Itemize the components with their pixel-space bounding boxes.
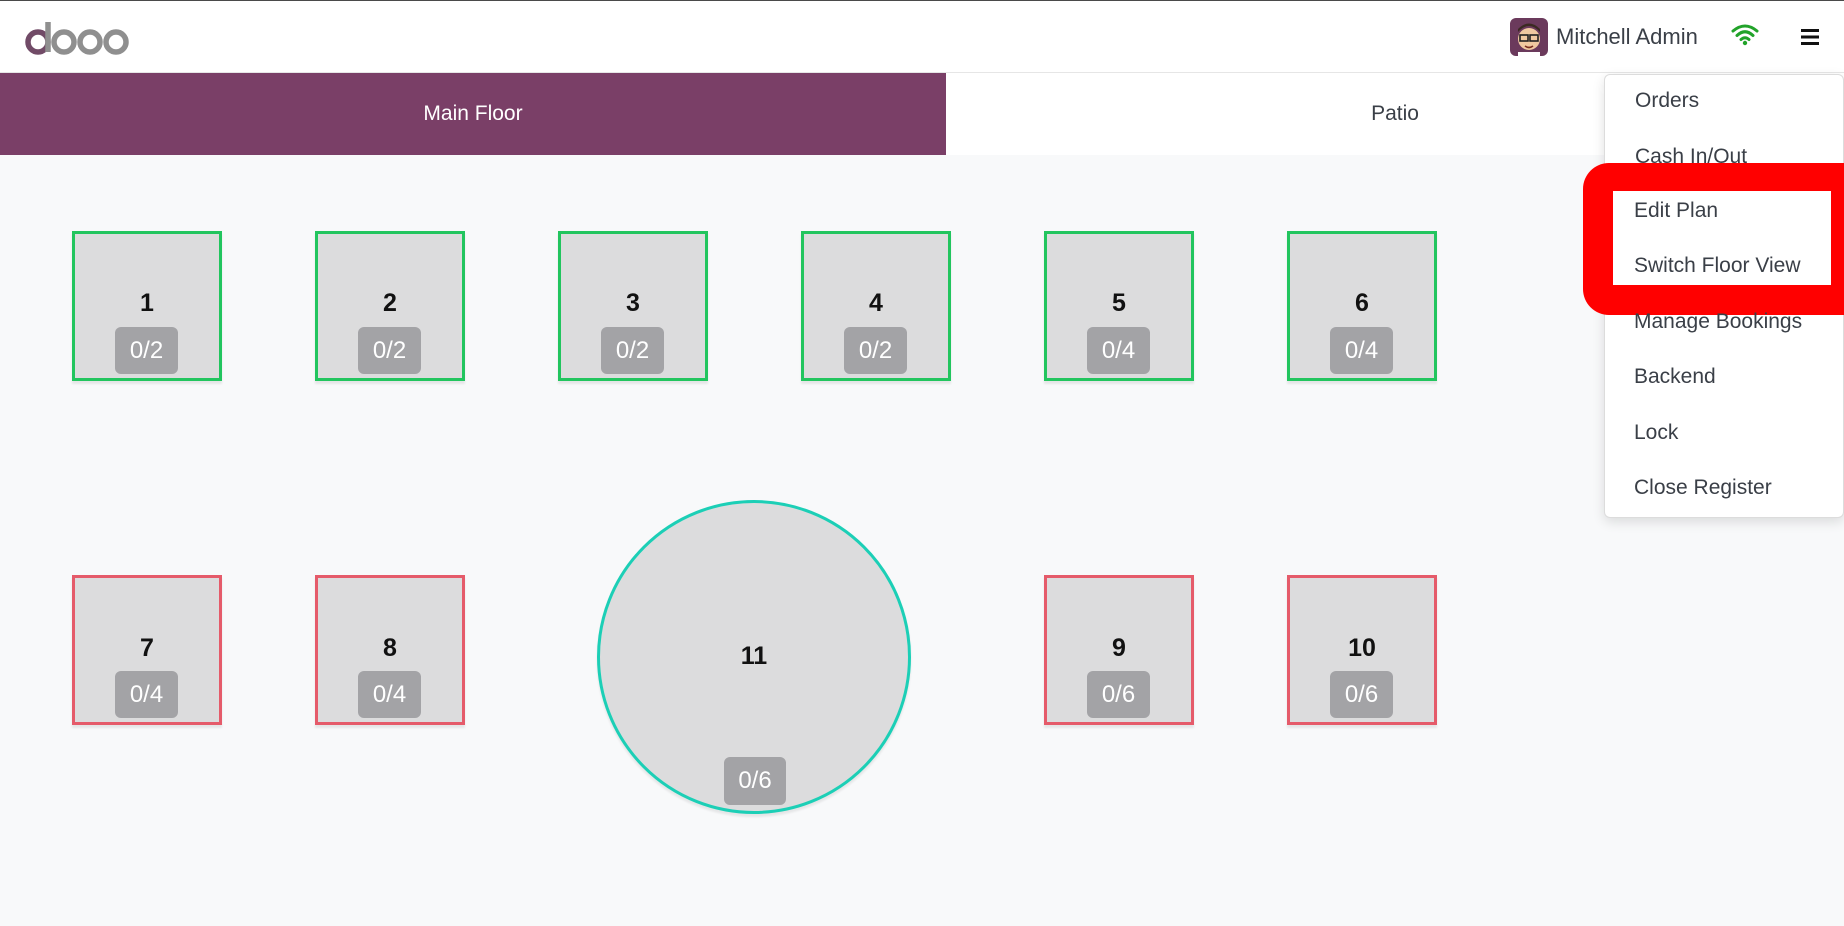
table-number: 5 bbox=[1112, 289, 1126, 317]
menu-item-close-register[interactable]: Close Register bbox=[1634, 476, 1772, 499]
table-number: 11 bbox=[740, 642, 768, 670]
menu-item-backend[interactable]: Backend bbox=[1634, 365, 1716, 388]
odoo-logo-icon bbox=[25, 22, 129, 55]
avatar bbox=[1510, 18, 1548, 56]
top-bar: Mitchell Admin bbox=[0, 0, 1844, 73]
table-number: 2 bbox=[383, 289, 397, 317]
highlight-inner bbox=[1613, 191, 1831, 285]
table-number: 3 bbox=[626, 289, 640, 317]
table-number: 1 bbox=[140, 289, 154, 317]
tab-main-floor[interactable]: Main Floor bbox=[0, 73, 946, 155]
user-avatar-icon bbox=[1510, 18, 1548, 56]
user-name: Mitchell Admin bbox=[1556, 24, 1698, 49]
table-number: 4 bbox=[869, 289, 883, 317]
table-3[interactable]: 3 0/2 bbox=[558, 231, 708, 381]
table-seats: 0/6 bbox=[724, 757, 786, 805]
menu-item-orders[interactable]: Orders bbox=[1635, 89, 1700, 112]
table-number: 10 bbox=[1348, 634, 1376, 662]
table-seats: 0/6 bbox=[1330, 671, 1393, 718]
table-6[interactable]: 6 0/4 bbox=[1287, 231, 1437, 381]
table-seats: 0/4 bbox=[1330, 327, 1393, 374]
table-10[interactable]: 10 0/6 bbox=[1287, 575, 1437, 725]
table-number: 7 bbox=[140, 634, 154, 662]
table-8[interactable]: 8 0/4 bbox=[315, 575, 465, 725]
menu-item-manage-bookings[interactable]: Manage Bookings bbox=[1634, 310, 1803, 333]
table-seats: 0/4 bbox=[358, 671, 421, 718]
user-profile[interactable]: Mitchell Admin bbox=[1510, 18, 1698, 56]
table-9[interactable]: 9 0/6 bbox=[1044, 575, 1194, 725]
table-11[interactable]: 11 0/6 bbox=[597, 500, 911, 814]
dropdown-overlay-items: Edit Plan Switch Floor View Manage Booki… bbox=[1604, 74, 1844, 518]
menu-item-switch-floor-view[interactable]: Switch Floor View bbox=[1634, 254, 1801, 277]
table-seats: 0/4 bbox=[1087, 327, 1150, 374]
menu-item-lock[interactable]: Lock bbox=[1634, 421, 1679, 444]
floor-plan: 1 0/2 2 0/2 3 0/2 4 0/2 5 0/4 6 0/4 7 0/… bbox=[0, 155, 1844, 926]
table-seats: 0/6 bbox=[1087, 671, 1150, 718]
table-seats: 0/2 bbox=[115, 327, 178, 374]
table-number: 9 bbox=[1112, 634, 1126, 662]
table-seats: 0/2 bbox=[601, 327, 664, 374]
odoo-logo bbox=[24, 13, 138, 63]
wifi-icon bbox=[1731, 23, 1759, 47]
table-seats: 0/4 bbox=[115, 671, 178, 718]
table-seats: 0/2 bbox=[844, 327, 907, 374]
table-seats: 0/2 bbox=[358, 327, 421, 374]
table-2[interactable]: 2 0/2 bbox=[315, 231, 465, 381]
hamburger-menu-icon[interactable] bbox=[1797, 25, 1825, 49]
menu-item-cash-in-out[interactable]: Cash In/Out bbox=[1635, 145, 1748, 168]
table-number: 6 bbox=[1355, 289, 1369, 317]
table-1[interactable]: 1 0/2 bbox=[72, 231, 222, 381]
table-7[interactable]: 7 0/4 bbox=[72, 575, 222, 725]
floor-tabs: Main Floor Patio bbox=[0, 73, 1844, 155]
table-number: 8 bbox=[383, 634, 397, 662]
menu-item-edit-plan[interactable]: Edit Plan bbox=[1634, 199, 1719, 222]
table-4[interactable]: 4 0/2 bbox=[801, 231, 951, 381]
table-5[interactable]: 5 0/4 bbox=[1044, 231, 1194, 381]
